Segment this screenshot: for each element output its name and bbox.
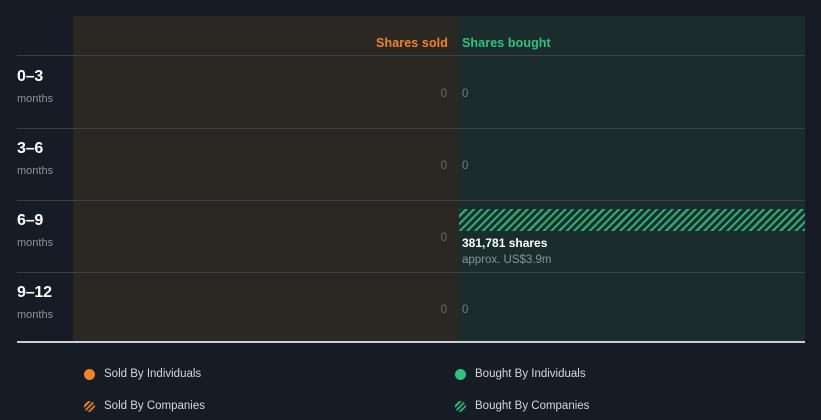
sold-value-9-12: 0 [440, 304, 447, 316]
bought-bar-approx-value: approx. US$3.9m [462, 254, 552, 266]
row-unit: months [17, 165, 54, 177]
row-label-6-9: 6–9 months [17, 200, 73, 249]
bought-by-companies-bar[interactable] [459, 209, 805, 231]
column-header-shares-sold: Shares sold [376, 36, 448, 50]
row-label-3-6: 3–6 months [17, 128, 73, 177]
legend-item-sold-by-individuals[interactable]: Sold By Individuals [84, 368, 202, 381]
legend-label: Sold By Companies [104, 400, 205, 412]
circle-solid-orange-icon [84, 369, 95, 381]
legend-item-bought-by-companies[interactable]: Bought By Companies [455, 400, 590, 413]
row-period: 6–9 [17, 212, 44, 229]
sold-value-6-9: 0 [440, 232, 447, 244]
chart-baseline [17, 341, 805, 343]
legend-item-bought-by-individuals[interactable]: Bought By Individuals [455, 368, 586, 381]
row-period: 9–12 [17, 284, 52, 301]
row-divider [17, 272, 805, 273]
legend-item-sold-by-companies[interactable]: Sold By Companies [84, 400, 205, 413]
row-unit: months [17, 237, 54, 249]
legend-label: Sold By Individuals [104, 368, 202, 380]
bought-bar-value-label: 381,781 shares [462, 236, 548, 250]
table-row[interactable]: 3–6 months 0 0 [0, 128, 821, 200]
row-unit: months [17, 309, 54, 321]
bought-value-3-6: 0 [462, 160, 469, 172]
row-label-0-3: 0–3 months [17, 56, 73, 105]
legend-label: Bought By Companies [475, 400, 590, 412]
shares-sold-column-band [73, 16, 458, 341]
circle-solid-green-icon [455, 369, 466, 381]
table-row[interactable]: 9–12 months 0 0 [0, 272, 821, 344]
table-row[interactable]: 6–9 months 0 381,781 shares approx. US$3… [0, 200, 821, 272]
header-divider [17, 55, 805, 56]
table-row[interactable]: 0–3 months 0 0 [0, 56, 821, 128]
legend-label: Bought By Individuals [475, 368, 586, 380]
circle-hatch-green-icon [455, 401, 466, 413]
sold-value-0-3: 0 [440, 88, 447, 100]
row-divider [17, 200, 805, 201]
bought-value-0-3: 0 [462, 88, 469, 100]
circle-hatch-orange-icon [84, 401, 95, 413]
column-header-shares-bought: Shares bought [462, 36, 551, 50]
bought-value-9-12: 0 [462, 304, 469, 316]
chart-header: Shares sold Shares bought [0, 16, 821, 55]
shares-bought-column-band [458, 16, 805, 341]
row-divider [17, 128, 805, 129]
row-unit: months [17, 93, 54, 105]
chart-legend: Sold By Individuals Sold By Companies Bo… [0, 360, 821, 420]
row-period: 3–6 [17, 140, 44, 157]
row-label-9-12: 9–12 months [17, 272, 73, 321]
row-period: 0–3 [17, 68, 44, 85]
sold-value-3-6: 0 [440, 160, 447, 172]
